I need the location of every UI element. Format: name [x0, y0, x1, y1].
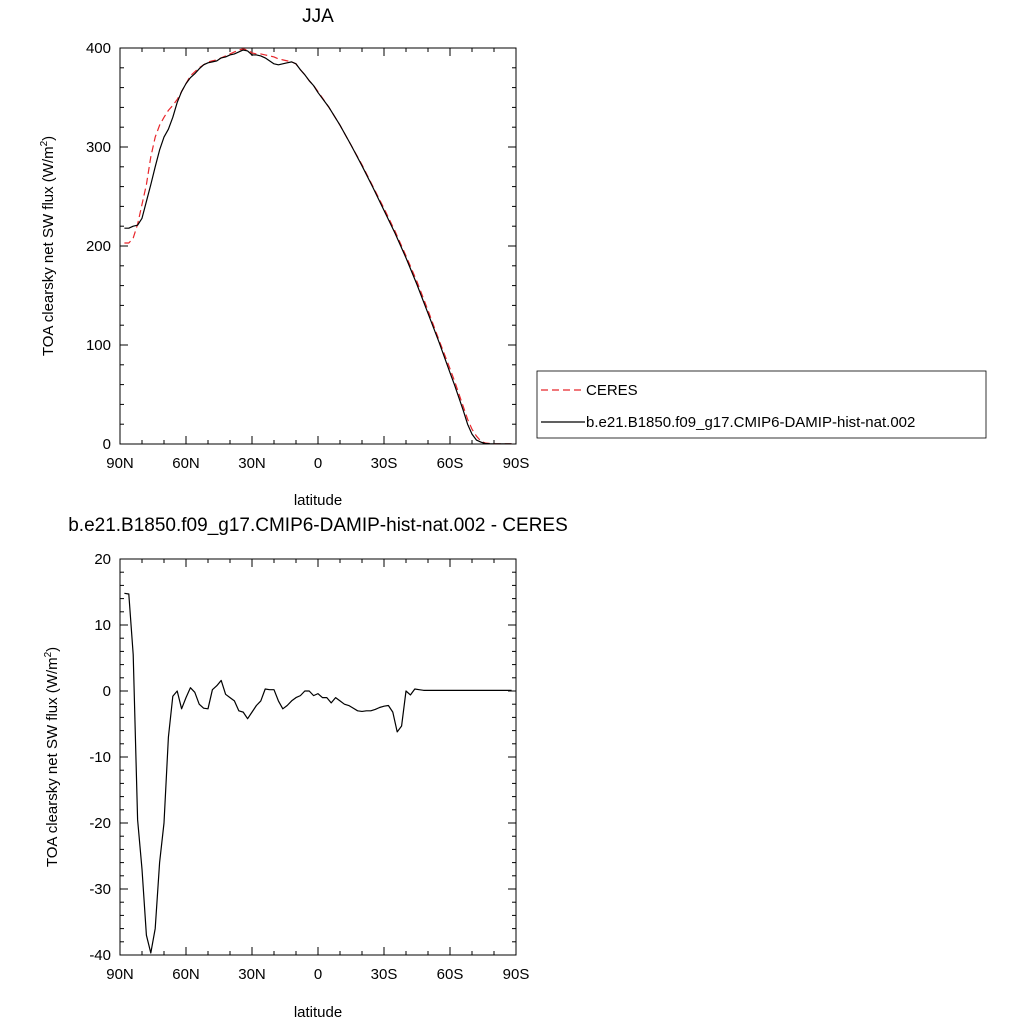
- panel-top: JJA 90N 60N 30N 0 30S 60S 90S 0 100 200 300 400 lat…: [39, 6, 529, 509]
- bottom-x-tick-label: 30S: [371, 966, 398, 983]
- bottom-y-tick-label: 10: [94, 617, 111, 634]
- top-x-tick-label: 90S: [503, 455, 530, 472]
- bottom-y-tick-label: -10: [89, 749, 111, 766]
- bottom-y-tick-label: -40: [89, 947, 111, 964]
- top-x-axis-title: latitude: [294, 492, 342, 509]
- top-y-tick-label: 200: [86, 238, 111, 255]
- bottom-y-tick-label: -20: [89, 815, 111, 832]
- top-chart-title: JJA: [302, 6, 334, 27]
- top-y-tick-label: 400: [86, 40, 111, 57]
- top-ticks: 90N 60N 30N 0 30S 60S 90S 0 100 200 300 400: [86, 40, 529, 472]
- bottom-series: [124, 593, 511, 953]
- top-x-tick-label: 60N: [172, 455, 200, 472]
- bottom-y-tick-label: 20: [94, 551, 111, 568]
- top-x-tick-label: 30S: [371, 455, 398, 472]
- top-y-tick-label: 0: [103, 436, 111, 453]
- legend: CERES b.e21.B1850.f09_g17.CMIP6-DAMIP-hi…: [537, 371, 986, 438]
- top-x-tick-label: 0: [314, 455, 322, 472]
- top-y-axis-title-main: TOA clearsky net SW flux (W/m: [40, 146, 57, 356]
- top-y-tick-label: 300: [86, 139, 111, 156]
- bottom-x-tick-label: 60S: [437, 966, 464, 983]
- top-x-tick-label: 90N: [106, 455, 134, 472]
- bottom-plot-frame: [120, 559, 516, 955]
- top-x-tick-label: 60S: [437, 455, 464, 472]
- bottom-x-axis-title: latitude: [294, 1004, 342, 1021]
- bottom-x-tick-label: 90S: [503, 966, 530, 983]
- bottom-y-tick-label: 0: [103, 683, 111, 700]
- top-series-line-model: [124, 50, 511, 444]
- bottom-series-line-model: [124, 593, 511, 953]
- top-y-axis-title-close: ): [40, 136, 57, 141]
- legend-label-ceres: CERES: [586, 382, 638, 399]
- panel-bottom: b.e21.B1850.f09_g17.CMIP6-DAMIP-hist-nat…: [43, 515, 568, 1021]
- bottom-x-tick-label: 0: [314, 966, 322, 983]
- bottom-y-tick-label: -30: [89, 881, 111, 898]
- legend-label-model: b.e21.B1850.f09_g17.CMIP6-DAMIP-hist-nat…: [586, 414, 915, 431]
- top-y-tick-label: 100: [86, 337, 111, 354]
- top-y-axis-title: TOA clearsky net SW flux (W/m2): [39, 136, 57, 356]
- top-series: [124, 49, 511, 444]
- bottom-y-axis-title-main: TOA clearsky net SW flux (W/m: [44, 657, 61, 867]
- bottom-y-axis-title-close: ): [44, 647, 61, 652]
- bottom-chart-title: b.e21.B1850.f09_g17.CMIP6-DAMIP-hist-nat…: [68, 515, 568, 536]
- top-x-tick-label: 30N: [238, 455, 266, 472]
- bottom-x-tick-label: 90N: [106, 966, 134, 983]
- bottom-x-tick-label: 60N: [172, 966, 200, 983]
- top-plot-frame: [120, 48, 516, 444]
- bottom-y-axis-title: TOA clearsky net SW flux (W/m2): [43, 647, 61, 867]
- top-series-line-ceres: [124, 49, 511, 444]
- bottom-x-tick-label: 30N: [238, 966, 266, 983]
